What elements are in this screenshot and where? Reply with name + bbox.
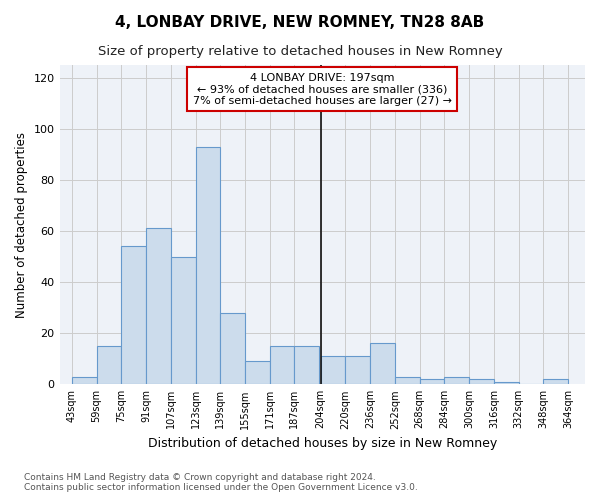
Y-axis label: Number of detached properties: Number of detached properties: [15, 132, 28, 318]
X-axis label: Distribution of detached houses by size in New Romney: Distribution of detached houses by size …: [148, 437, 497, 450]
Bar: [146, 228, 171, 384]
Text: 4, LONBAY DRIVE, NEW ROMNEY, TN28 8AB: 4, LONBAY DRIVE, NEW ROMNEY, TN28 8AB: [115, 15, 485, 30]
Bar: [419, 379, 445, 384]
Text: Contains HM Land Registry data © Crown copyright and database right 2024.
Contai: Contains HM Land Registry data © Crown c…: [24, 473, 418, 492]
Bar: [321, 356, 346, 384]
Bar: [295, 346, 319, 385]
Text: 4 LONBAY DRIVE: 197sqm
← 93% of detached houses are smaller (336)
7% of semi-det: 4 LONBAY DRIVE: 197sqm ← 93% of detached…: [193, 72, 452, 106]
Bar: [245, 362, 270, 384]
Text: Size of property relative to detached houses in New Romney: Size of property relative to detached ho…: [98, 45, 502, 58]
Bar: [370, 344, 395, 384]
Bar: [171, 256, 196, 384]
Bar: [121, 246, 146, 384]
Bar: [72, 376, 97, 384]
Bar: [97, 346, 121, 385]
Bar: [220, 313, 245, 384]
Bar: [494, 382, 518, 384]
Bar: [196, 146, 220, 384]
Bar: [270, 346, 295, 385]
Bar: [445, 376, 469, 384]
Bar: [543, 379, 568, 384]
Bar: [469, 379, 494, 384]
Bar: [395, 376, 419, 384]
Bar: [346, 356, 370, 384]
